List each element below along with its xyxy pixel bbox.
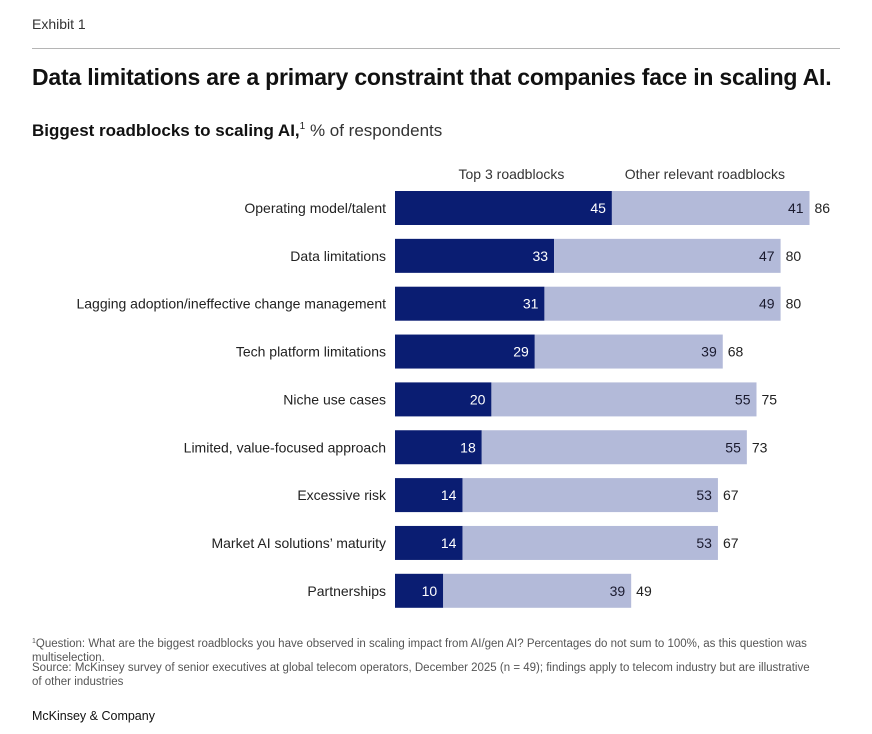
bar-top3 <box>395 191 612 225</box>
category-label: Partnerships <box>307 583 386 599</box>
subtitle-main: Biggest roadblocks to scaling AI, <box>32 121 300 140</box>
headline: Data limitations are a primary constrain… <box>32 64 832 90</box>
bar-other <box>491 382 757 417</box>
bar-other <box>534 334 723 369</box>
bar-top3 <box>395 525 463 560</box>
bar-other <box>481 430 747 465</box>
total-label: 80 <box>786 248 802 264</box>
category-label: Market AI solutions’ maturity <box>211 535 386 551</box>
value-label-top3: 31 <box>523 296 539 312</box>
bar-other <box>462 525 718 560</box>
category-label: Excessive risk <box>297 487 387 503</box>
bar-other <box>554 238 781 273</box>
total-label: 80 <box>786 296 802 312</box>
bar-top3 <box>395 478 463 513</box>
value-label-other: 41 <box>788 200 804 216</box>
value-label-top3: 20 <box>470 391 486 407</box>
divider <box>32 48 840 49</box>
value-label-other: 39 <box>701 344 717 360</box>
total-label: 67 <box>723 487 739 503</box>
bar-other <box>462 478 718 513</box>
bar-other <box>544 286 781 321</box>
brand-name: McKinsey & Company <box>32 709 155 723</box>
value-label-other: 53 <box>696 487 712 503</box>
value-label-top3: 14 <box>441 535 457 551</box>
value-label-top3: 14 <box>441 487 457 503</box>
category-label: Data limitations <box>290 248 386 264</box>
category-label: Tech platform limitations <box>236 344 386 360</box>
footnote-source: Source: McKinsey survey of senior execut… <box>32 662 810 688</box>
value-label-other: 55 <box>725 439 741 455</box>
legend-other-label: Other relevant roadblocks <box>625 166 785 182</box>
footnote-marker: 1 <box>32 638 36 645</box>
bar-top3 <box>395 286 545 321</box>
category-label: Operating model/talent <box>244 200 386 216</box>
bar-top3 <box>395 334 535 369</box>
bar-other <box>611 191 810 225</box>
total-label: 86 <box>815 200 831 216</box>
value-label-other: 49 <box>759 296 775 312</box>
value-label-other: 55 <box>735 391 751 407</box>
exhibit-label: Exhibit 1 <box>32 16 86 32</box>
legend-top3-label: Top 3 roadblocks <box>459 166 565 182</box>
value-label-other: 39 <box>610 583 626 599</box>
value-label-other: 53 <box>696 535 712 551</box>
value-label-top3: 33 <box>532 248 548 264</box>
bar-top3 <box>395 573 444 608</box>
bar-top3 <box>395 382 492 417</box>
value-label-top3: 45 <box>590 200 606 216</box>
total-label: 75 <box>762 391 778 407</box>
category-label: Niche use cases <box>283 391 386 407</box>
category-label: Limited, value-focused approach <box>184 439 386 455</box>
value-label-top3: 29 <box>513 344 529 360</box>
total-label: 73 <box>752 439 768 455</box>
roadblocks-bar-chart: Top 3 roadblocks Other relevant roadblock… <box>76 166 831 608</box>
value-label-top3: 10 <box>422 583 438 599</box>
total-label: 67 <box>723 535 739 551</box>
chart-subtitle: Biggest roadblocks to scaling AI,1 % of … <box>32 121 442 141</box>
bar-top3 <box>395 430 482 465</box>
subtitle-unit: % of respondents <box>305 121 443 140</box>
value-label-other: 47 <box>759 248 775 264</box>
subtitle-footnote-marker: 1 <box>299 121 306 132</box>
total-label: 68 <box>728 344 744 360</box>
bar-other <box>443 573 632 608</box>
footnote-question: 1Question: What are the biggest roadbloc… <box>32 635 822 665</box>
footnote-question-text: Question: What are the biggest roadblock… <box>32 638 807 664</box>
bar-top3 <box>395 238 555 273</box>
value-label-top3: 18 <box>460 439 476 455</box>
total-label: 49 <box>636 583 652 599</box>
category-label: Lagging adoption/ineffective change mana… <box>76 296 386 312</box>
